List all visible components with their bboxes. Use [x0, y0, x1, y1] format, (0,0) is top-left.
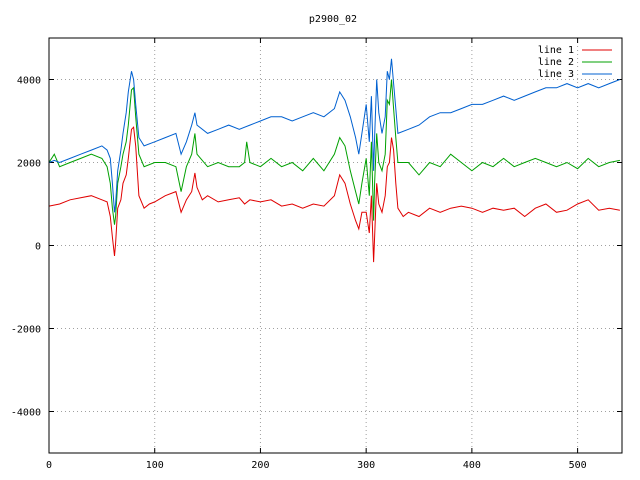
x-tick-label: 0	[46, 460, 52, 471]
series-line-3	[48, 58, 621, 213]
x-tick-label: 100	[146, 460, 164, 471]
y-tick-label: 2000	[17, 159, 41, 170]
y-tick-label: 0	[35, 242, 41, 253]
chart-title: p2900_02	[309, 14, 357, 25]
y-tick-label: -2000	[11, 325, 41, 336]
x-tick-label: 200	[251, 460, 269, 471]
legend-label-3: line 3	[538, 69, 574, 80]
plot-frame	[48, 37, 623, 454]
series-line-1	[48, 126, 620, 263]
x-tick-label: 300	[357, 460, 375, 471]
series-line-2	[48, 79, 620, 225]
legend-label-2: line 2	[538, 57, 574, 68]
legend-label-1: line 1	[538, 45, 574, 56]
series-group	[48, 58, 621, 263]
x-tick-label: 400	[463, 460, 481, 471]
y-tick-label: -4000	[11, 408, 41, 419]
axis-ticks: 0 100 200 300 400 500 -4000 -2000 0 2000 4000	[11, 38, 622, 471]
x-tick-label: 500	[569, 460, 587, 471]
y-tick-label: 4000	[17, 76, 41, 87]
